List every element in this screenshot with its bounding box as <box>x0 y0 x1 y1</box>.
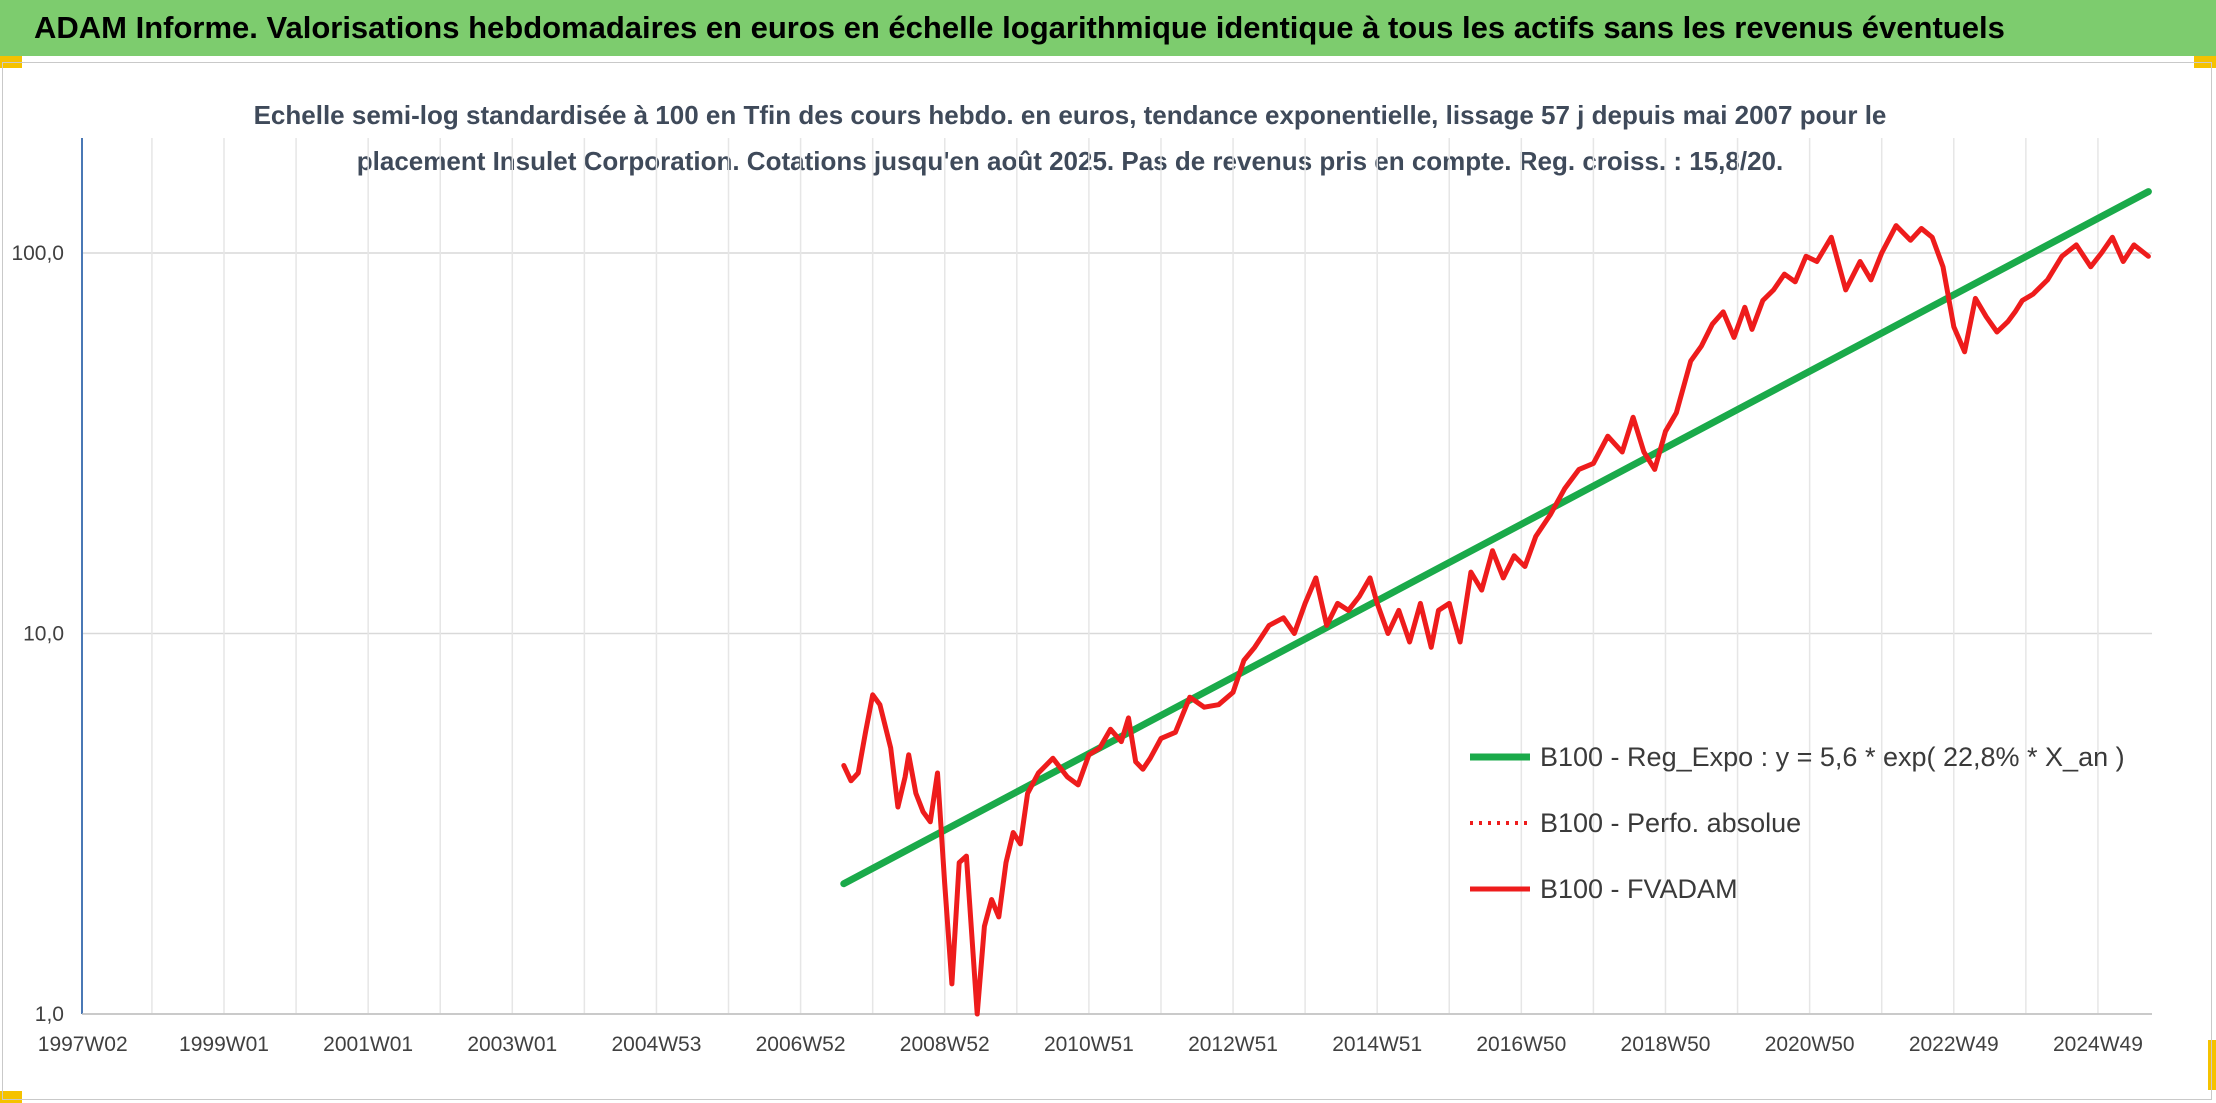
chart-title: Echelle semi-log standardisée à 100 en T… <box>220 92 1920 184</box>
y-tick-label: 100,0 <box>11 242 64 265</box>
legend-entry: B100 - Reg_Expo : y = 5,6 * exp( 22,8% *… <box>1540 742 2125 772</box>
x-tick-label: 2004W53 <box>611 1033 701 1056</box>
x-tick-label: 2022W49 <box>1909 1033 1999 1056</box>
x-tick-label: 2006W52 <box>756 1033 846 1056</box>
x-tick-label: 2016W50 <box>1476 1033 1566 1056</box>
x-tick-label: 2001W01 <box>323 1033 413 1056</box>
x-tick-label: 1999W01 <box>179 1033 269 1056</box>
x-tick-label: 2008W52 <box>900 1033 990 1056</box>
chart-frame <box>2 62 2212 1100</box>
x-tick-label: 2003W01 <box>467 1033 557 1056</box>
y-tick-label: 10,0 <box>23 623 64 646</box>
chart-title-line-2: placement Insulet Corporation. Cotations… <box>356 146 1784 176</box>
series-line-regression <box>840 188 2152 888</box>
x-tick-label: 2024W49 <box>2053 1033 2143 1056</box>
legend-entry: B100 - Perfo. absolue <box>1540 808 1801 838</box>
report-banner: ADAM Informe. Valorisations hebdomadaire… <box>0 0 2216 56</box>
report-title: ADAM Informe. Valorisations hebdomadaire… <box>34 10 2005 45</box>
x-tick-label: 2018W50 <box>1621 1033 1711 1056</box>
corner-marker-bottom-left <box>0 1091 22 1103</box>
x-tick-label: 2014W51 <box>1332 1033 1422 1056</box>
x-tick-label: 1997W02 <box>38 1033 128 1056</box>
chart-title-line-1: Echelle semi-log standardisée à 100 en T… <box>253 100 1887 130</box>
x-tick-label: 2012W51 <box>1188 1033 1278 1056</box>
corner-marker-bottom-right <box>2208 1040 2216 1090</box>
series-line-fvadam <box>841 223 2151 1017</box>
y-tick-label: 1,0 <box>35 1003 64 1026</box>
x-tick-label: 2020W50 <box>1765 1033 1855 1056</box>
x-tick-label: 2010W51 <box>1044 1033 1134 1056</box>
legend-entry: B100 - FVADAM <box>1540 874 1738 904</box>
